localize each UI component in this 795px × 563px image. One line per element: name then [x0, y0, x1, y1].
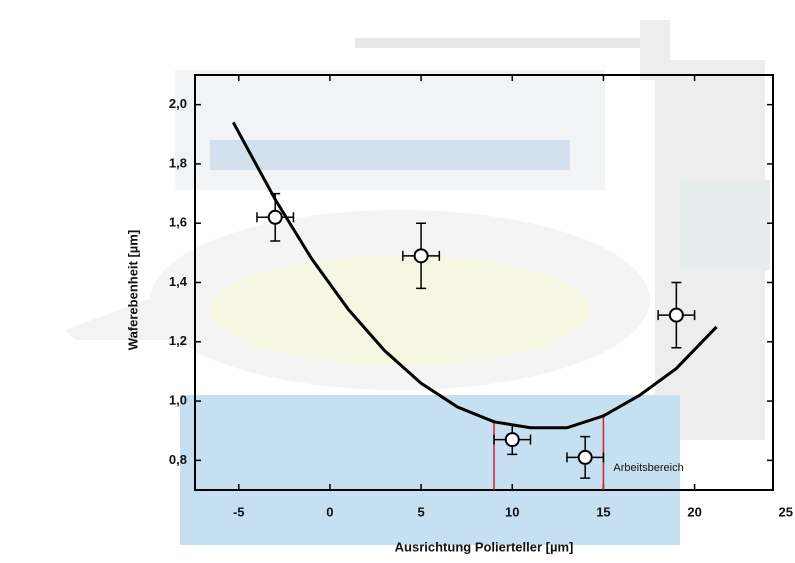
x-tick-label: -5	[233, 504, 245, 519]
y-tick-label: 1,2	[169, 333, 187, 348]
x-tick-label: 20	[687, 504, 701, 519]
y-tick-label: 1,6	[169, 215, 187, 230]
data-point	[506, 433, 519, 446]
x-tick-label: 15	[596, 504, 610, 519]
data-point	[269, 211, 282, 224]
data-point	[579, 451, 592, 464]
y-tick-label: 1,0	[169, 393, 187, 408]
x-tick-label: 0	[326, 504, 333, 519]
y-tick-label: 1,8	[169, 155, 187, 170]
y-axis-label: Waferebenheit [µm]	[125, 230, 140, 350]
data-point	[415, 249, 428, 262]
x-tick-label: 25	[779, 504, 793, 519]
x-axis-label: Ausrichtung Polierteller [µm]	[395, 539, 574, 554]
y-tick-label: 1,4	[169, 274, 188, 289]
x-tick-label: 10	[505, 504, 519, 519]
y-tick-label: 2,0	[169, 96, 187, 111]
x-tick-label: 5	[417, 504, 424, 519]
range-label: Arbeitsbereich	[613, 462, 683, 474]
data-point	[670, 309, 683, 322]
chart: Ausrichtung Polierteller [µm] Waferebenh…	[0, 0, 795, 563]
page: {"chart_data": { "type": "scatter", "xla…	[0, 0, 795, 563]
y-tick-label: 0,8	[169, 452, 187, 467]
